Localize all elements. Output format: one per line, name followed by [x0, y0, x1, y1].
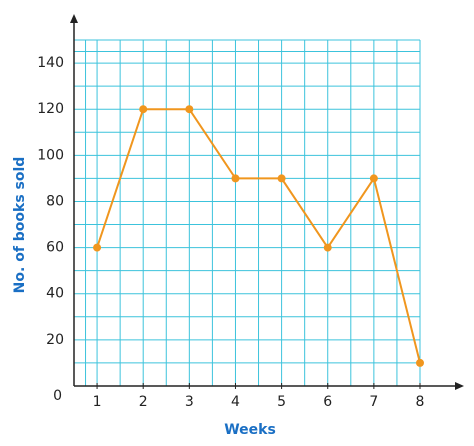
- y-tick-label: 80: [46, 193, 64, 209]
- x-tick-label: 4: [231, 394, 240, 410]
- data-point: [231, 174, 240, 183]
- x-axis-label: Weeks: [224, 422, 276, 438]
- x-tick-label: 2: [139, 394, 148, 410]
- data-point: [369, 174, 378, 183]
- data-point: [185, 105, 194, 114]
- y-tick-label: 20: [46, 332, 64, 348]
- y-tick-label: 100: [37, 147, 64, 163]
- y-tick-label: 140: [37, 55, 64, 71]
- data-point: [416, 358, 424, 367]
- x-axis-arrow: [455, 382, 464, 390]
- x-tick-label: 5: [277, 394, 286, 410]
- data-point: [277, 174, 286, 183]
- x-tick-label: 1: [93, 394, 102, 410]
- data-point: [323, 243, 332, 252]
- x-tick-label: 7: [369, 394, 378, 410]
- y-tick-label: 120: [37, 101, 64, 117]
- y-tick-label: 60: [46, 240, 64, 256]
- data-point: [93, 243, 102, 252]
- data-line: [96, 108, 421, 364]
- y-tick-label: 0: [53, 388, 62, 404]
- y-axis-label: No. of books sold: [12, 157, 28, 294]
- x-tick-label: 6: [323, 394, 332, 410]
- y-axis-arrow: [70, 14, 78, 23]
- x-tick-label: 3: [185, 394, 194, 410]
- data-point: [139, 105, 148, 114]
- y-tick-label: 40: [46, 286, 64, 302]
- x-tick-label: 8: [416, 394, 425, 410]
